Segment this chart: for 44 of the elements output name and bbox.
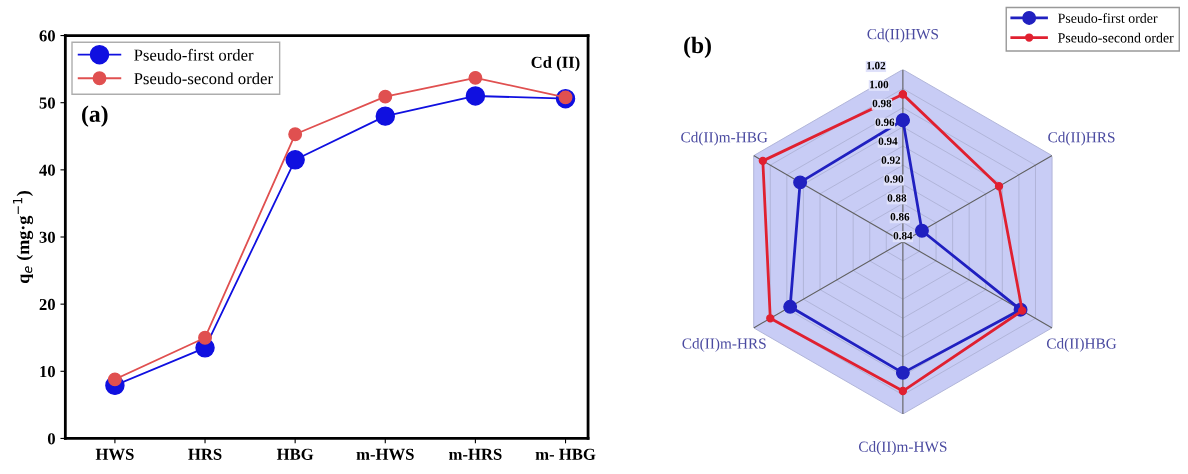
annotation: Cd (II) bbox=[531, 56, 580, 72]
y-tick-label: 0.98 bbox=[872, 99, 892, 108]
point bbox=[465, 86, 486, 106]
spoke-label: Cd(II)HBG bbox=[1046, 337, 1117, 352]
y-tick-label: 1.00 bbox=[870, 80, 889, 89]
y-tick-label: 0.92 bbox=[881, 156, 901, 164]
y-tick-label: 40 bbox=[39, 164, 55, 176]
spoke-label: Cd(II)m-HRS bbox=[682, 337, 766, 352]
y-tick-label: 0.88 bbox=[887, 194, 907, 202]
x-tick-label: m-HRS bbox=[449, 448, 502, 460]
x-tick-label: HRS bbox=[188, 448, 222, 460]
spoke-label: Cd(II)HWS bbox=[867, 28, 938, 43]
legend-label: Pseudo-first order bbox=[1058, 13, 1158, 23]
x-tick-label: m- HBG bbox=[535, 448, 596, 460]
y-tick-label: 0.96 bbox=[875, 118, 895, 127]
spoke-label: Cd(II)m-HBG bbox=[681, 131, 768, 146]
y-tick-label: 0.84 bbox=[893, 231, 913, 240]
legend-label: Pseudo-second order bbox=[134, 72, 273, 85]
x-tick-label: m-HWS bbox=[356, 448, 414, 460]
point bbox=[468, 70, 483, 85]
y-tick-label: 0 bbox=[47, 433, 55, 445]
point bbox=[378, 89, 393, 104]
y-tick-label: 10 bbox=[40, 366, 55, 378]
y-tick-label: 50 bbox=[39, 97, 55, 109]
y-tick-label: 1.02 bbox=[867, 61, 886, 70]
text: (b) bbox=[684, 36, 711, 59]
point bbox=[288, 127, 303, 142]
y-tick-label: 0.86 bbox=[890, 213, 910, 221]
spoke-label: Cd(II)m-HWS bbox=[858, 441, 947, 455]
legend-label: Pseudo-first order bbox=[134, 48, 254, 61]
y-tick-label: 30 bbox=[39, 231, 55, 243]
x-tick-label: HWS bbox=[95, 448, 134, 460]
point bbox=[285, 150, 305, 170]
legend-label: Pseudo-second order bbox=[1058, 32, 1174, 43]
spoke-label: Cd(II)HRS bbox=[1048, 131, 1115, 146]
x-tick-label: HBG bbox=[276, 448, 314, 460]
point bbox=[198, 330, 212, 345]
y-tick-label: 60 bbox=[39, 30, 55, 42]
y-axis-title: q$_{e}$ (mg·g$^{−1}$) bbox=[12, 191, 34, 284]
point bbox=[375, 106, 396, 126]
annotation: (a) bbox=[82, 105, 108, 127]
y-tick-label: 0.94 bbox=[878, 137, 898, 146]
y-tick-label: 20 bbox=[39, 298, 55, 311]
y-tick-label: 0.90 bbox=[884, 175, 904, 183]
